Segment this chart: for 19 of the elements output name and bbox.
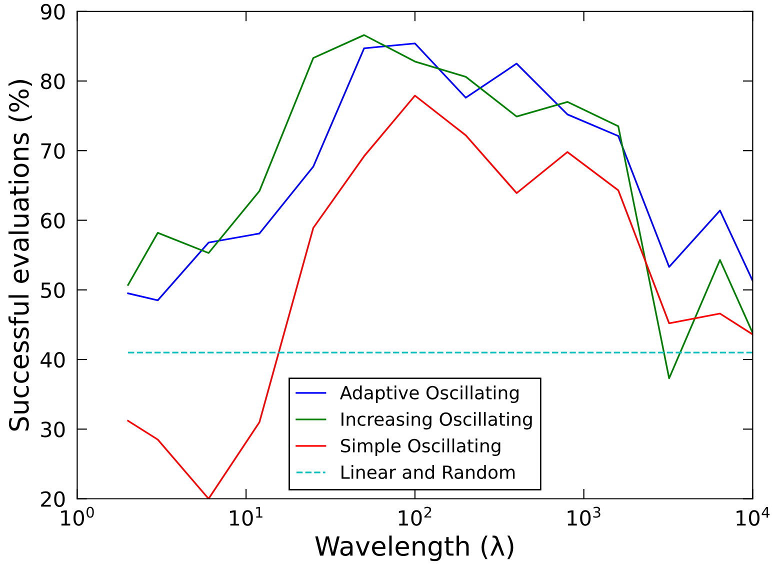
legend-label: Linear and Random <box>342 465 515 479</box>
x-tick-label: 10$^{4}$ <box>736 506 770 526</box>
legend-label: Increasing Oscillating <box>342 412 532 430</box>
y-axis-title: Successful evaluations (%) <box>8 80 32 431</box>
x-axis-title: Wavelength (λ) <box>315 536 514 562</box>
legend-label: Simple Oscillating <box>341 438 500 456</box>
x-tick-label: 10$^{1}$ <box>230 506 262 526</box>
x-tick-label: 10$^{0}$ <box>61 506 94 526</box>
y-tick-label: 40 <box>40 352 65 368</box>
y-tick-label: 60 <box>41 212 65 228</box>
x-tick-label: 10$^{2}$ <box>398 506 432 526</box>
y-tick-label: 30 <box>41 422 65 438</box>
y-tick-label: 80 <box>40 73 65 90</box>
y-tick-label: 50 <box>41 282 65 298</box>
legend-label: Adaptive Oscillating <box>340 386 518 403</box>
y-tick-label: 90 <box>40 4 65 20</box>
y-tick-label: 20 <box>41 491 65 507</box>
x-tick-label: 10$^{3}$ <box>568 506 600 526</box>
y-tick-label: 70 <box>41 143 65 159</box>
